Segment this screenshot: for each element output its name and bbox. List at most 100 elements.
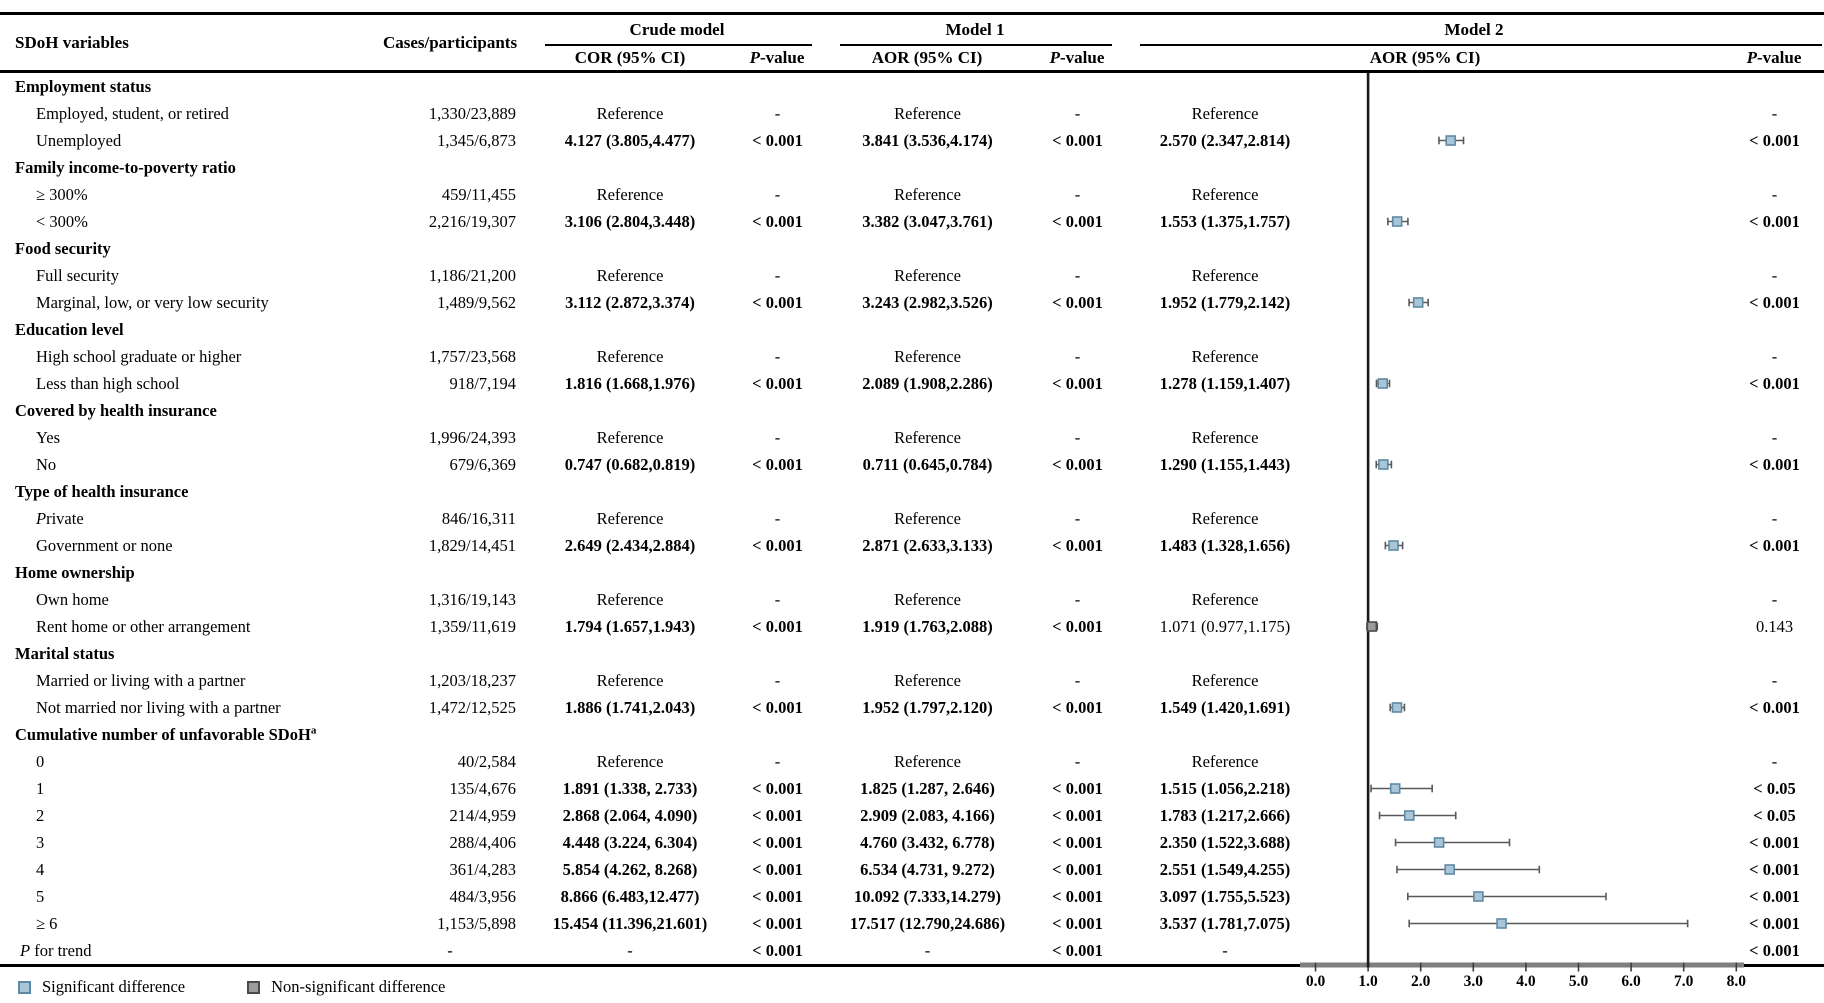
cell-cor-p: - bbox=[774, 671, 781, 690]
cell-aor-m2 bbox=[1125, 316, 1325, 343]
cell-forest-area bbox=[1325, 910, 1725, 937]
cell-aor-m2 bbox=[1125, 154, 1325, 181]
cell-variable: Family income-to-poverty ratio bbox=[15, 158, 236, 177]
cell-variable: Own home bbox=[36, 590, 109, 609]
cell-cor-p bbox=[730, 478, 825, 505]
cell-aor-m2 bbox=[1125, 397, 1325, 424]
cell-aor-m2: 2.551 (1.549,4.255) bbox=[1159, 860, 1291, 879]
cell-aor-m2: Reference bbox=[1191, 266, 1259, 285]
cell-forest-area bbox=[1325, 127, 1725, 154]
cell-aor-m1-p: - bbox=[1074, 752, 1081, 771]
cell-cor: Reference bbox=[596, 590, 664, 609]
cell-forest-area bbox=[1325, 100, 1725, 127]
cell-cor-p: - bbox=[774, 185, 781, 204]
cell-cor-p: - bbox=[774, 428, 781, 447]
cell-forest-area bbox=[1325, 262, 1725, 289]
legend-significant-label: Significant difference bbox=[42, 977, 186, 996]
cell-aor-m1: Reference bbox=[894, 428, 961, 447]
cell-aor-m1: 2.089 (1.908,2.286) bbox=[862, 374, 993, 393]
cell-variable: 1 bbox=[36, 779, 45, 798]
cell-aor-m2: Reference bbox=[1191, 104, 1259, 123]
cell-cor: 2.649 (2.434,2.884) bbox=[564, 536, 696, 555]
cell-cor bbox=[530, 397, 730, 424]
cell-variable: Employed, student, or retired bbox=[36, 104, 229, 123]
group-header-row: Cumulative number of unfavorable SDoHa bbox=[0, 721, 1824, 748]
cell-cases: 846/16,311 bbox=[441, 509, 516, 528]
cell-variable: Covered by health insurance bbox=[15, 401, 217, 420]
cell-aor-m1-p: - bbox=[1074, 590, 1081, 609]
cell-cor-p: < 0.001 bbox=[752, 698, 803, 717]
cell-cor: Reference bbox=[596, 509, 664, 528]
group-header-row: Type of health insurance bbox=[0, 478, 1824, 505]
cell-aor-m1-p: < 0.001 bbox=[1052, 698, 1103, 717]
cell-cor-p: < 0.001 bbox=[752, 914, 803, 933]
cell-cases: 214/4,959 bbox=[449, 806, 516, 825]
cell-forest-area bbox=[1325, 802, 1725, 829]
cell-variable: Rent home or other arrangement bbox=[36, 617, 251, 636]
table-row: Employed, student, or retired 1,330/23,88… bbox=[0, 100, 1824, 127]
cell-aor-m1: Reference bbox=[894, 509, 961, 528]
cell-aor-m2-p: - bbox=[1771, 671, 1778, 690]
cell-cor: Reference bbox=[596, 266, 664, 285]
cell-aor-m2: Reference bbox=[1191, 671, 1259, 690]
cell-cases: 1,757/23,568 bbox=[428, 347, 516, 366]
table-row: < 300% 2,216/19,307 3.106 (2.804,3.448) < 0… bbox=[0, 208, 1824, 235]
cell-aor-m1: Reference bbox=[894, 347, 961, 366]
cell-cor bbox=[530, 73, 730, 100]
axis-tick-label: 5.0 bbox=[1568, 973, 1589, 990]
cell-aor-m1-p: - bbox=[1074, 509, 1081, 528]
table-row: Own home 1,316/19,143 Reference - Reference -… bbox=[0, 586, 1824, 613]
cell-cases bbox=[370, 640, 530, 667]
cell-variable: 2 bbox=[36, 806, 45, 825]
bottom-rule bbox=[0, 964, 1824, 967]
cell-cases bbox=[370, 235, 530, 262]
cell-cor: 4.127 (3.805,4.477) bbox=[564, 131, 696, 150]
cell-cor-p bbox=[730, 73, 825, 100]
cell-aor-m2: 1.783 (1.217,2.666) bbox=[1159, 806, 1291, 825]
cell-cases: 288/4,406 bbox=[449, 833, 516, 852]
cell-aor-m2 bbox=[1125, 235, 1325, 262]
cell-aor-m2-p bbox=[1725, 397, 1824, 424]
cell-cor-p bbox=[730, 721, 825, 748]
cell-aor-m1: Reference bbox=[894, 185, 961, 204]
cell-variable: Not married nor living with a partner bbox=[36, 698, 281, 717]
cell-aor-m1: 2.909 (2.083, 4.166) bbox=[860, 806, 995, 825]
axis-tick-label: 6.0 bbox=[1621, 973, 1641, 990]
cell-cor: Reference bbox=[596, 185, 664, 204]
cell-aor-m2-p bbox=[1725, 478, 1824, 505]
cell-aor-m1-p bbox=[1030, 478, 1125, 505]
cell-aor-m2-p: < 0.05 bbox=[1753, 806, 1796, 825]
cell-aor-m2 bbox=[1125, 559, 1325, 586]
header-bottom-rule bbox=[0, 70, 1824, 73]
cell-aor-m1-p: < 0.001 bbox=[1052, 293, 1103, 312]
table-row: Less than high school 918/7,194 1.816 (1.6… bbox=[0, 370, 1824, 397]
cell-aor-m2: 2.350 (1.522,3.688) bbox=[1159, 833, 1291, 852]
cell-cases: 1,316/19,143 bbox=[428, 590, 516, 609]
table-row: Not married nor living with a partner 1,4… bbox=[0, 694, 1824, 721]
header-model-2: Model 2 bbox=[1444, 20, 1504, 39]
cell-variable: Home ownership bbox=[15, 563, 135, 582]
cell-cor bbox=[530, 640, 730, 667]
cell-variable: Education level bbox=[15, 320, 124, 339]
group-header-row: Employment status bbox=[0, 73, 1824, 100]
cell-aor-m2-p: - bbox=[1771, 752, 1778, 771]
cell-cor-p: < 0.001 bbox=[752, 833, 803, 852]
cell-aor-m1-p: < 0.001 bbox=[1052, 914, 1103, 933]
cell-aor-m2: 2.570 (2.347,2.814) bbox=[1159, 131, 1291, 150]
cell-aor-m1 bbox=[825, 316, 1030, 343]
table-row: 0 40/2,584 Reference - Reference - Reference - bbox=[0, 748, 1824, 775]
cell-aor-m1 bbox=[825, 478, 1030, 505]
cell-cases: 1,345/6,873 bbox=[437, 131, 516, 150]
cell-aor-m2-p bbox=[1725, 559, 1824, 586]
header-p-value-model-1: P-value bbox=[1049, 48, 1105, 67]
cell-forest-area bbox=[1325, 640, 1725, 667]
cell-cases: 361/4,283 bbox=[449, 860, 516, 879]
cell-aor-m2-p: - bbox=[1771, 347, 1778, 366]
cell-variable: No bbox=[36, 455, 57, 474]
nonsignificant-swatch-icon bbox=[247, 980, 261, 994]
table-row: 1 135/4,676 1.891 (1.338, 2.733) < 0.001 1.8… bbox=[0, 775, 1824, 802]
axis-tick-label: 4.0 bbox=[1516, 973, 1536, 990]
cell-forest-area bbox=[1325, 883, 1725, 910]
cell-cases bbox=[370, 154, 530, 181]
header-sdoh-variables: SDoH variables bbox=[15, 33, 129, 52]
